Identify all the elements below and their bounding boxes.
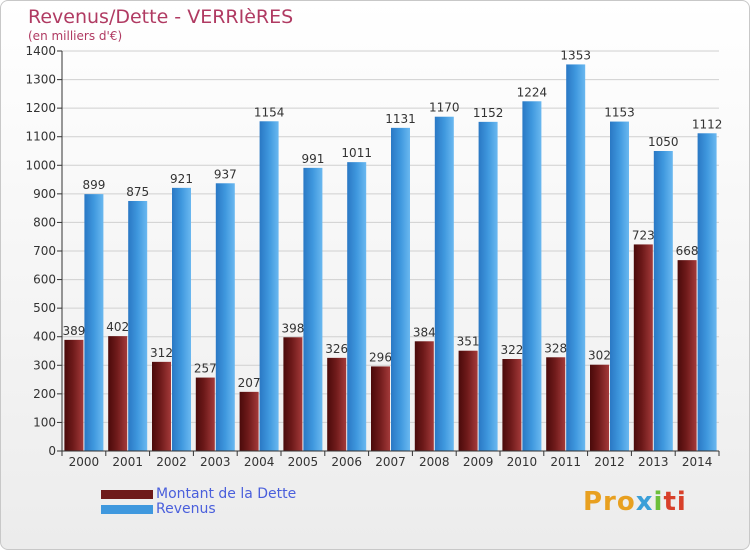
x-tick-label: 2010 [507, 455, 538, 469]
x-tick-label: 2011 [550, 455, 581, 469]
debt-value-label: 351 [457, 335, 480, 349]
revenue-value-label: 1153 [604, 106, 635, 120]
chart-title: Revenus/Dette - VERRIèRES [28, 6, 294, 28]
y-tick-label: 200 [33, 387, 56, 401]
debt-bar [502, 359, 522, 451]
revenue-bar [478, 121, 498, 451]
revenue-value-label: 1170 [429, 101, 460, 115]
debt-value-label: 402 [106, 320, 129, 334]
x-tick-label: 2006 [331, 455, 362, 469]
legend-swatch-debt [101, 490, 153, 499]
debt-value-label: 384 [413, 325, 436, 339]
revenue-bar [259, 121, 279, 452]
y-tick-label: 0 [48, 444, 56, 458]
x-tick-label: 2014 [682, 455, 713, 469]
debt-bar [371, 366, 390, 451]
revenue-bar [128, 201, 148, 451]
debt-value-label: 389 [62, 324, 85, 338]
legend-label-revenue: Revenus [156, 501, 216, 517]
revenue-value-label: 1224 [517, 85, 548, 99]
x-tick-label: 2002 [156, 455, 187, 469]
debt-bar [195, 377, 215, 451]
revenue-value-label: 1011 [341, 146, 372, 160]
revenue-bar [215, 183, 235, 452]
revenue-bar [522, 101, 542, 452]
revenue-value-label: 937 [214, 167, 237, 181]
debt-value-label: 328 [544, 341, 567, 355]
debt-bar [414, 341, 434, 451]
x-tick-label: 2004 [244, 455, 275, 469]
y-tick-label: 1100 [25, 130, 56, 144]
debt-value-label: 322 [500, 343, 523, 357]
debt-value-label: 296 [369, 350, 392, 364]
debt-bar [283, 337, 303, 451]
revenue-value-label: 991 [301, 152, 324, 166]
revenue-value-label: 875 [126, 185, 149, 199]
revenue-value-label: 1353 [560, 48, 591, 62]
debt-value-label: 326 [325, 342, 348, 356]
y-tick-label: 700 [33, 244, 56, 258]
x-tick-label: 2003 [200, 455, 231, 469]
x-tick-label: 2007 [375, 455, 406, 469]
x-tick-label: 2000 [69, 455, 100, 469]
revenue-bar [610, 121, 629, 452]
y-tick-label: 800 [33, 215, 56, 229]
y-tick-label: 1400 [25, 44, 56, 58]
x-tick-label: 2013 [638, 455, 669, 469]
x-tick-label: 2012 [594, 455, 625, 469]
revenue-bar [391, 127, 410, 451]
debt-value-label: 207 [238, 376, 261, 390]
revenue-bar [172, 187, 191, 451]
debt-bar [108, 336, 128, 451]
revenue-bar [303, 167, 323, 451]
revenue-bar [84, 194, 104, 451]
y-tick-label: 1000 [25, 158, 56, 172]
debt-value-label: 723 [632, 228, 655, 242]
y-tick-label: 300 [33, 358, 56, 372]
debt-bar [327, 357, 347, 451]
y-tick-label: 500 [33, 301, 56, 315]
y-tick-label: 600 [33, 273, 56, 287]
debt-bar [546, 357, 566, 451]
debt-value-label: 312 [150, 346, 173, 360]
y-tick-label: 100 [33, 415, 56, 429]
revenue-value-label: 899 [82, 178, 105, 192]
revenue-bar [697, 133, 717, 452]
y-tick-label: 1200 [25, 101, 56, 115]
proxiti-logo: Proxiti [583, 487, 687, 517]
revenue-bar [653, 151, 673, 451]
debt-value-label: 398 [281, 321, 304, 335]
legend-swatch-revenue [101, 505, 153, 514]
debt-bar [239, 391, 259, 451]
debt-bar [590, 364, 609, 451]
legend-label-debt: Montant de la Dette [156, 486, 297, 502]
y-tick-label: 1300 [25, 73, 56, 87]
revenue-bar [347, 162, 367, 451]
y-tick-label: 400 [33, 330, 56, 344]
x-tick-label: 2001 [112, 455, 143, 469]
debt-bar [152, 361, 171, 451]
revenue-value-label: 921 [170, 172, 193, 186]
debt-bar [64, 339, 84, 451]
debt-bar [677, 260, 697, 451]
y-tick-label: 900 [33, 187, 56, 201]
x-tick-label: 2009 [463, 455, 494, 469]
debt-bar [633, 244, 653, 451]
revenue-value-label: 1112 [692, 117, 723, 131]
revenue-bar [434, 116, 454, 451]
revenue-value-label: 1154 [254, 105, 285, 119]
revenue-value-label: 1050 [648, 135, 679, 149]
chart-subtitle: (en milliers d'€) [28, 29, 123, 43]
revenue-value-label: 1131 [385, 112, 416, 126]
x-tick-label: 2008 [419, 455, 450, 469]
debt-value-label: 302 [588, 349, 611, 363]
x-tick-label: 2005 [288, 455, 319, 469]
debt-bar [458, 350, 478, 451]
revenue-bar [566, 64, 586, 451]
revenue-value-label: 1152 [473, 106, 504, 120]
debt-value-label: 257 [194, 362, 217, 376]
debt-value-label: 668 [676, 244, 699, 258]
